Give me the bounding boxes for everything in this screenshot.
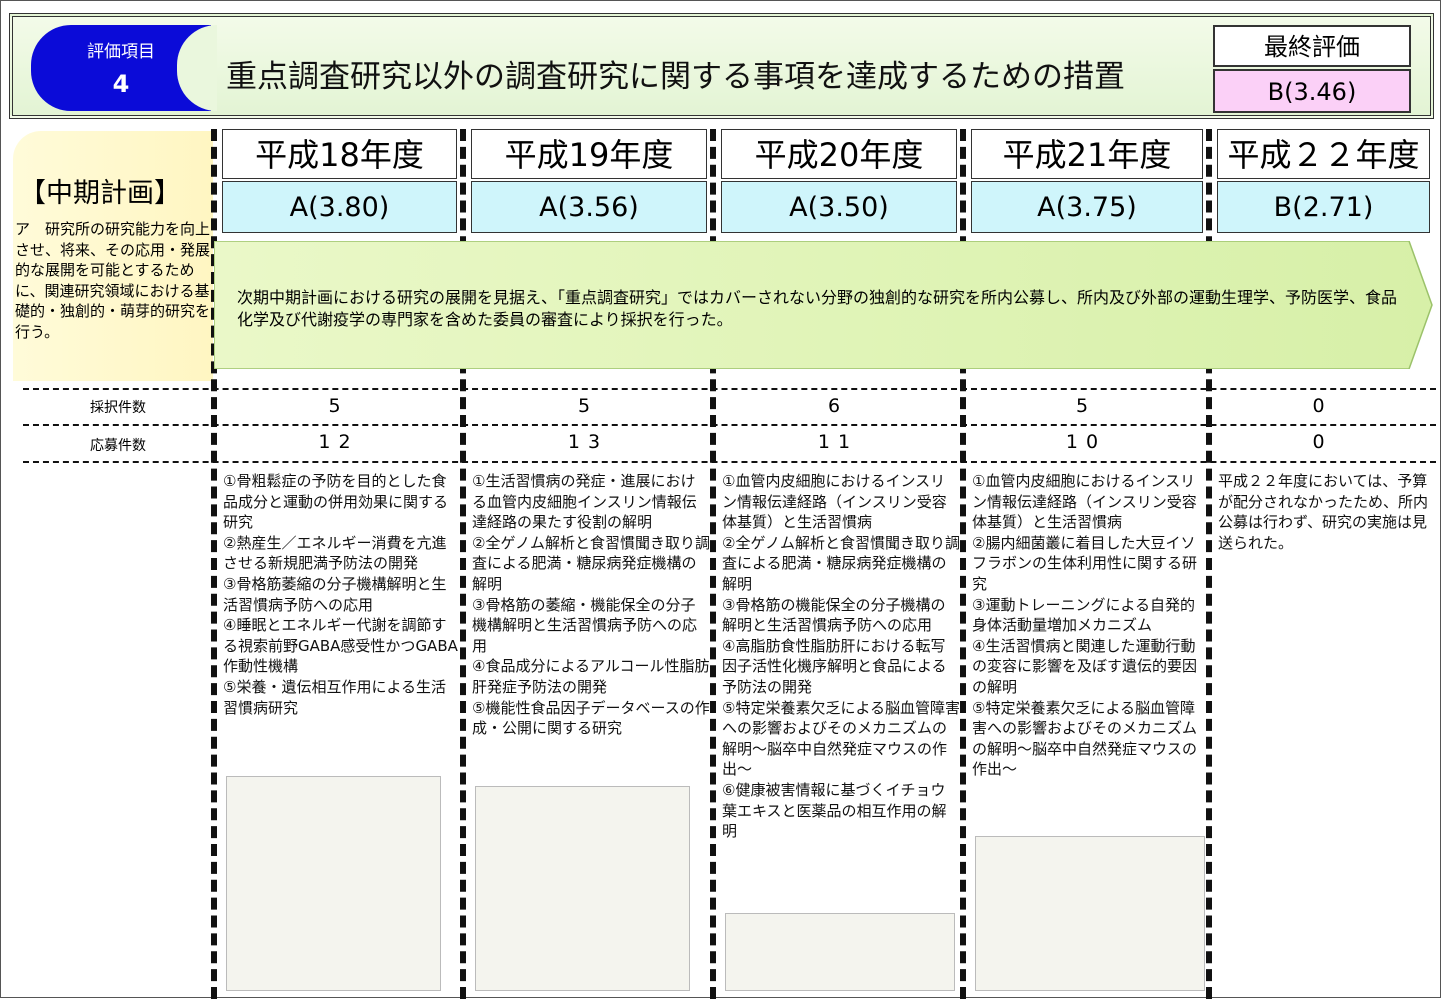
- item-list: 平成２２年度においては、予算が配分されなかったため、所内公募は行わず、研究の実施…: [1218, 471, 1433, 553]
- column-divider: [460, 129, 466, 999]
- plan-text: ア 研究所の研究能力を向上させ、将来、その応用・発展的な展開を可能とするために、…: [15, 220, 211, 341]
- item: ⑤特定栄養素欠乏による脳血管障害への影響およびそのメカニズムの解明～脳卒中自然発…: [972, 698, 1198, 779]
- item: ②熱産生／エネルギー消費を亢進させる新規肥満予防法の開発: [223, 533, 447, 573]
- item: ③骨格筋の萎縮・機能保全の分子機構解明と生活習慣病予防への応用: [472, 595, 698, 655]
- banner-text: 次期中期計画における研究の展開を見据え、「重点調査研究」ではカバーされない分野の…: [237, 288, 1398, 329]
- item: 平成２２年度においては、予算が配分されなかったため、所内公募は行わず、研究の実施…: [1218, 472, 1429, 552]
- column-divider: [710, 129, 716, 999]
- item: ④高脂肪食性脂肪肝における転写因子活性化機序解明と食品による予防法の開発: [722, 636, 947, 696]
- year-heading: 平成21年度: [971, 129, 1203, 179]
- item: ④生活習慣病と関連した運動行動の変容に影響を及ぼす遺伝的要因の解明: [972, 636, 1198, 696]
- adopted-count: 5: [577, 395, 599, 417]
- item: ②全ゲノム解析と食習慣聞き取り調査による肥満・糖尿病発症機構の解明: [472, 533, 710, 593]
- applied-count: 0: [1312, 431, 1333, 453]
- item: ③骨格筋の機能保全の分子機構の解明と生活習慣病予防への応用: [722, 595, 946, 635]
- divider: [23, 388, 1436, 390]
- column-divider: [1206, 129, 1212, 999]
- item: ⑤栄養・遺伝相互作用による生活習慣病研究: [223, 677, 446, 717]
- year-grade: A(3.80): [222, 181, 457, 233]
- banner-arrow: [214, 241, 1433, 369]
- badge-label: 評価項目: [87, 42, 155, 62]
- item: ⑤特定栄養素欠乏による脳血管障害への影響およびそのメカニズムの解明～脳卒中自然発…: [722, 698, 960, 779]
- figure: [226, 776, 441, 991]
- adopted-count: 5: [1075, 395, 1097, 417]
- adopted-count: 5: [328, 395, 349, 417]
- adopted-count: 6: [827, 395, 849, 417]
- badge-number: 4: [112, 70, 130, 98]
- year-grade: A(3.75): [971, 181, 1203, 233]
- item-list: ①血管内皮細胞におけるインスリン情報伝達経路（インスリン受容体基質）と生活習慣病…: [722, 471, 960, 842]
- item: ①血管内皮細胞におけるインスリン情報伝達経路（インスリン受容体基質）と生活習慣病: [972, 472, 1197, 532]
- item: ③運動トレーニングによる自発的身体活動量増加メカニズム: [972, 595, 1195, 635]
- plan-box: [13, 131, 213, 381]
- item-list: ①血管内皮細胞におけるインスリン情報伝達経路（インスリン受容体基質）と生活習慣病…: [972, 471, 1206, 780]
- item: ③骨格筋萎縮の分子機構解明と生活習慣病予防への応用: [223, 574, 447, 614]
- applied-count: 12: [318, 431, 359, 453]
- item: ①骨粗鬆症の予防を目的とした食品成分と運動の併用効果に関する研究: [223, 472, 449, 532]
- divider: [23, 424, 1436, 426]
- year-heading: 平成20年度: [721, 129, 957, 179]
- item: ②腸内細菌叢に着目した大豆イソフラボンの生体利用性に関する研究: [972, 533, 1198, 593]
- item-list: ①生活習慣病の発症・進展における血管内皮細胞インスリン情報伝達経路の果たす役割の…: [472, 471, 710, 739]
- column-divider: [211, 129, 217, 999]
- final-label: 最終評価: [1213, 25, 1411, 67]
- adopted-count: 0: [1312, 395, 1333, 417]
- figure: [725, 913, 955, 991]
- plan-heading: 【中期計画】: [19, 178, 181, 209]
- title: 重点調査研究以外の調査研究に関する事項を達成するための措置: [226, 59, 1125, 95]
- header-band: [9, 13, 1434, 119]
- year-grade: B(2.71): [1217, 181, 1430, 233]
- item: ②全ゲノム解析と食習慣聞き取り調査による肥満・糖尿病発症機構の解明: [722, 533, 960, 593]
- applied-count: 11: [817, 431, 859, 453]
- row-label: 採択件数: [90, 400, 146, 416]
- applied-count: 10: [1065, 431, 1107, 453]
- year-heading: 平成２２年度: [1217, 129, 1430, 179]
- final-grade: B(3.46): [1213, 69, 1411, 113]
- figure: [475, 786, 690, 991]
- year-grade: A(3.50): [721, 181, 957, 233]
- item: ①生活習慣病の発症・進展における血管内皮細胞インスリン情報伝達経路の果たす役割の…: [472, 472, 697, 532]
- row-label: 応募件数: [90, 438, 146, 454]
- item: ⑥健康被害情報に基づくイチョウ葉エキスと医薬品の相互作用の解明: [722, 780, 947, 841]
- item: ⑤機能性食品因子データベースの作成・公開に関する研究: [472, 698, 710, 738]
- year-heading: 平成19年度: [471, 129, 707, 179]
- year-heading: 平成18年度: [222, 129, 457, 179]
- year-grade: A(3.56): [471, 181, 707, 233]
- item: ④食品成分によるアルコール性脂肪肝発症予防法の開発: [472, 657, 710, 696]
- item: ①血管内皮細胞におけるインスリン情報伝達経路（インスリン受容体基質）と生活習慣病: [722, 472, 947, 532]
- item: ④睡眠とエネルギー代謝を調節する視索前野GABA感受性かつGABA作動性機構: [223, 616, 458, 676]
- column-divider: [960, 129, 966, 999]
- applied-count: 13: [567, 431, 609, 453]
- figure: [975, 836, 1205, 991]
- divider: [23, 461, 1436, 463]
- item-list: ①骨粗鬆症の予防を目的とした食品成分と運動の併用効果に関する研究 ②熱産生／エネル…: [223, 471, 460, 718]
